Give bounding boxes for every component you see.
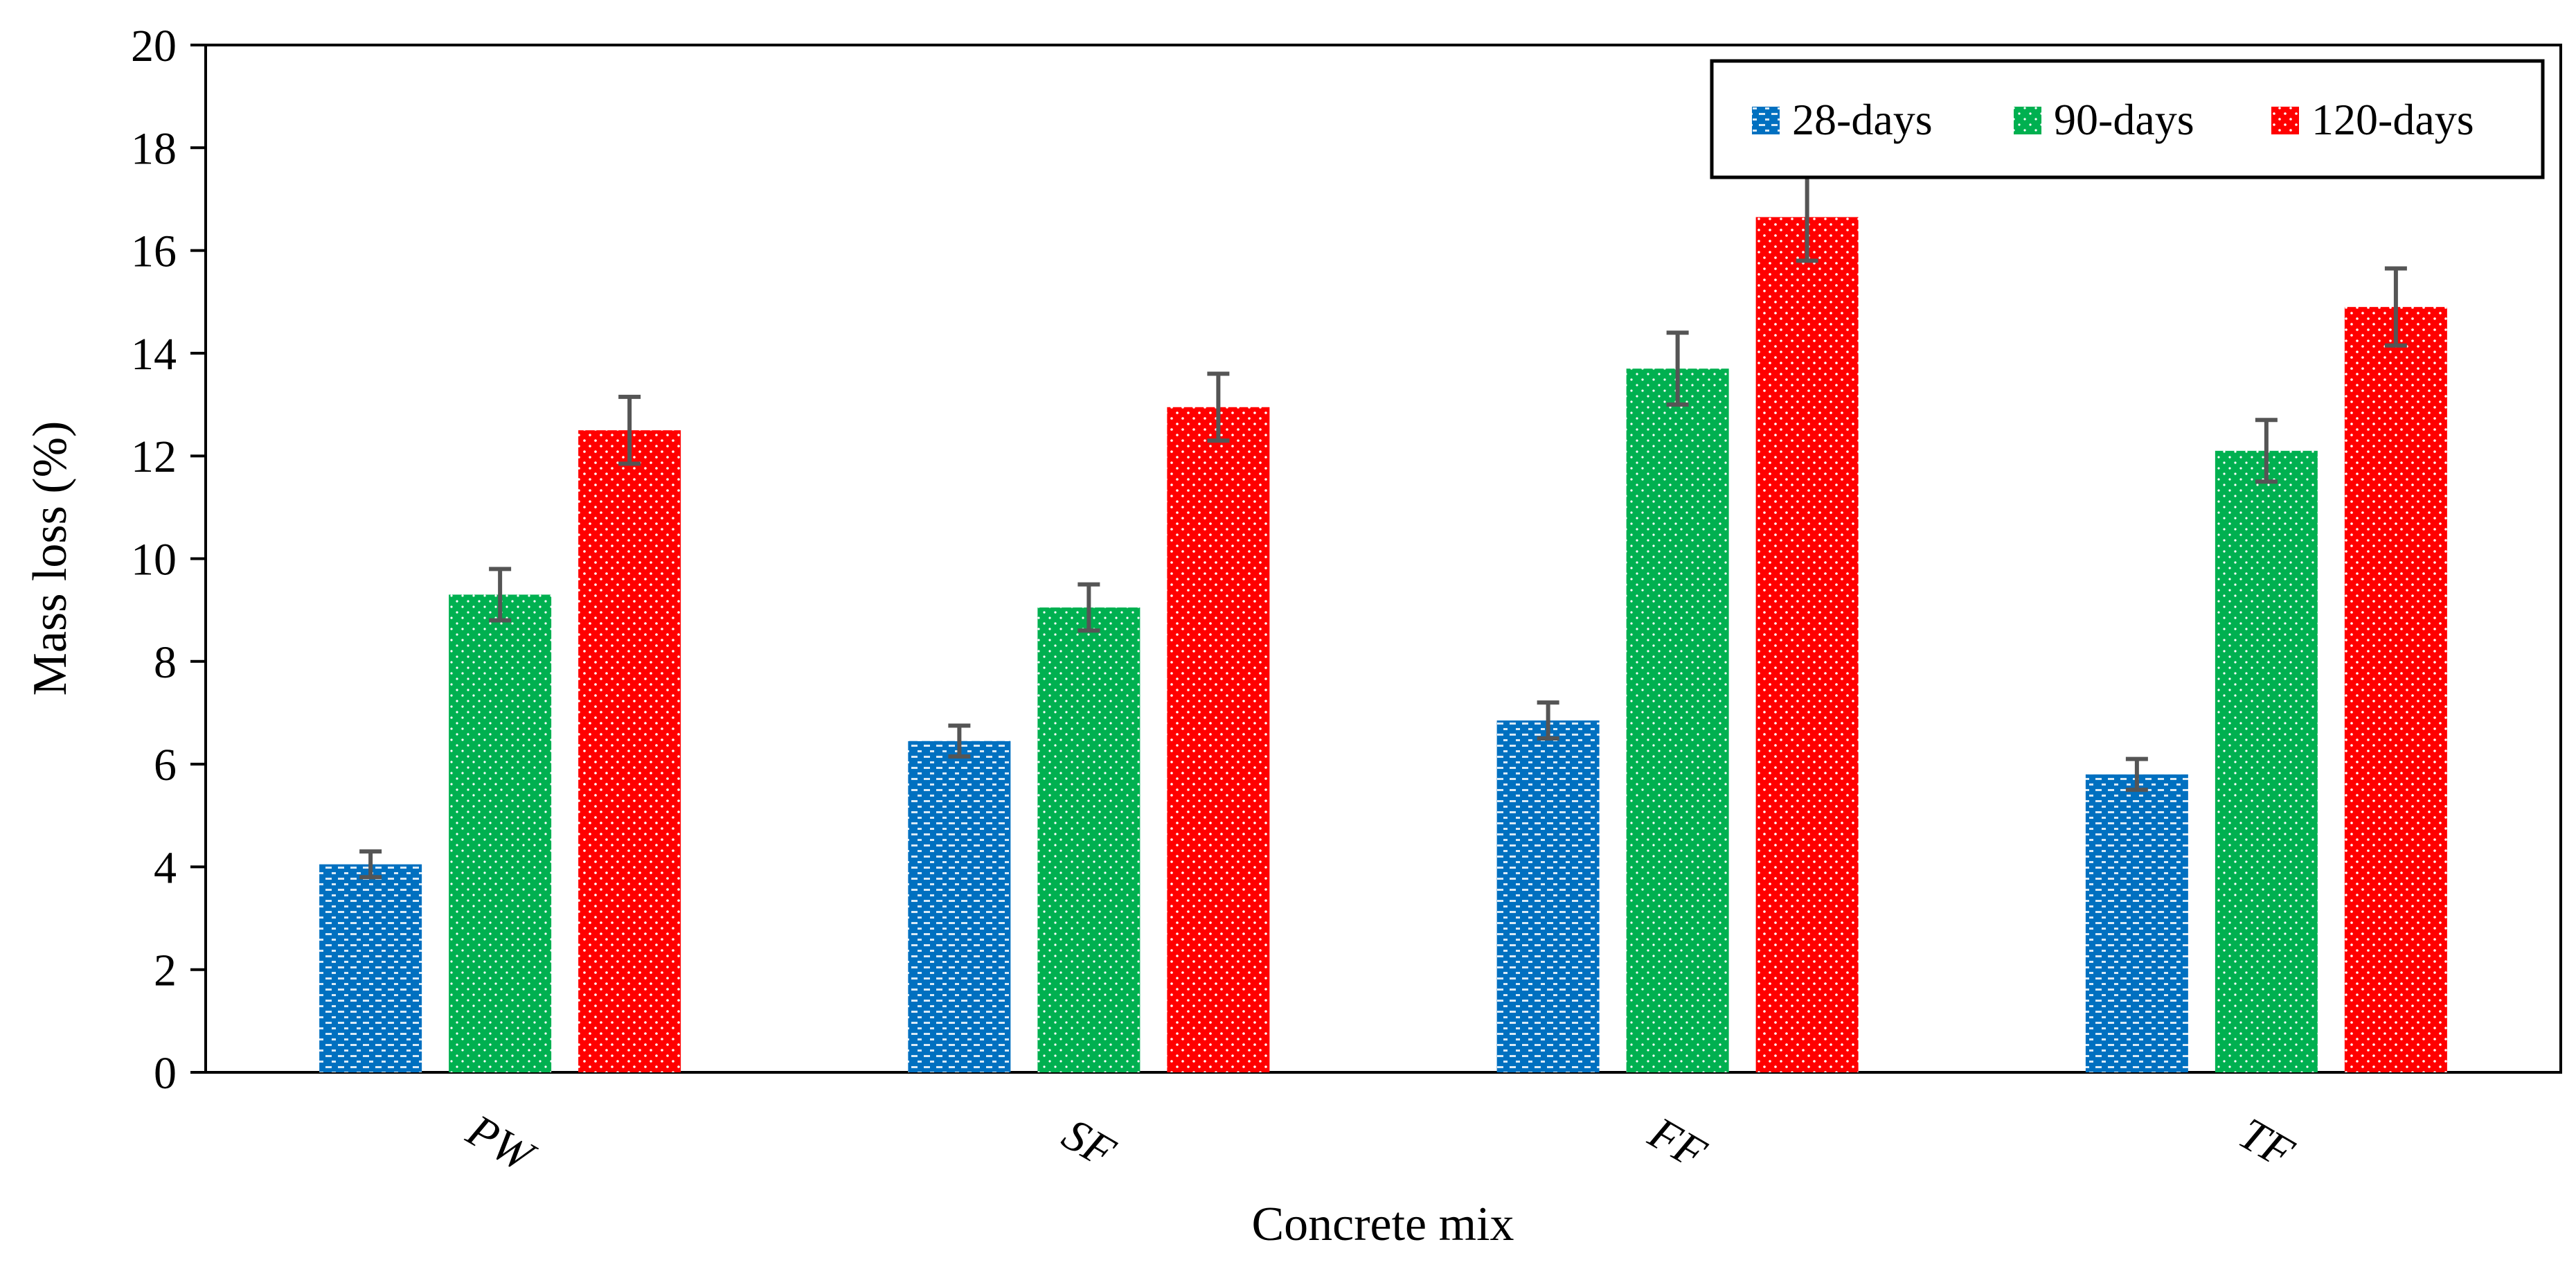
y-tick-label: 8: [154, 637, 177, 688]
error-bar-ff-28-days: [1537, 700, 1559, 741]
y-tick-label: 10: [131, 535, 177, 585]
y-tick-label: 6: [154, 740, 177, 790]
y-axis-title: Mass loss (%): [24, 421, 77, 696]
x-axis-title: Concrete mix: [1251, 1198, 1514, 1251]
error-bar-pw-28-days: [359, 849, 382, 880]
error-bar-ff-90-days: [1666, 330, 1689, 407]
x-tick-label-tf: TF: [2230, 1108, 2302, 1179]
y-tick-label: 12: [131, 432, 177, 482]
bar-ff-90-days: [1626, 369, 1729, 1072]
legend-swatch-90-days: [2014, 107, 2041, 134]
bar-sf-120-days: [1167, 407, 1270, 1072]
bar-tf-90-days: [2215, 450, 2318, 1072]
bar-pw-90-days: [449, 594, 552, 1072]
error-bar-sf-28-days: [948, 723, 971, 759]
y-tick-label: 14: [131, 329, 177, 380]
error-bar-sf-90-days: [1077, 582, 1100, 633]
bar-tf-120-days: [2344, 307, 2447, 1072]
y-tick-label: 20: [131, 21, 177, 71]
x-tick-label-pw: PW: [458, 1104, 544, 1183]
legend-label-120-days: 120-days: [2311, 95, 2474, 144]
error-bar-pw-120-days: [618, 394, 641, 466]
error-bar-pw-90-days: [489, 567, 512, 623]
y-tick-label: 0: [154, 1048, 177, 1099]
x-tick-label-ff: FF: [1640, 1107, 1715, 1179]
y-tick-label: 4: [154, 842, 177, 893]
error-bar-tf-28-days: [2125, 756, 2148, 792]
error-bar-tf-120-days: [2384, 266, 2407, 348]
legend-swatch-120-days: [2271, 107, 2299, 134]
bar-sf-28-days: [908, 741, 1011, 1072]
error-bar-sf-120-days: [1207, 371, 1230, 443]
bar-pw-28-days: [319, 864, 422, 1072]
legend-label-28-days: 28-days: [1792, 95, 1933, 144]
x-tick-label-sf: SF: [1054, 1108, 1124, 1178]
bar-pw-120-days: [578, 430, 681, 1072]
plot-area: [204, 44, 2562, 1074]
legend: 28-days 90-days 120-days: [1710, 59, 2545, 179]
legend-label-90-days: 90-days: [2054, 95, 2194, 144]
y-tick-label: 16: [131, 227, 177, 277]
legend-swatch-28-days: [1752, 107, 1780, 134]
legend-box: [1710, 59, 2545, 179]
y-tick-label: 2: [154, 946, 177, 996]
bar-sf-90-days: [1037, 607, 1141, 1072]
bar-ff-28-days: [1496, 720, 1600, 1072]
bar-tf-28-days: [2085, 774, 2188, 1072]
error-bar-tf-90-days: [2255, 418, 2278, 484]
y-tick-label: 18: [131, 123, 177, 174]
bar-ff-120-days: [1755, 217, 1859, 1073]
